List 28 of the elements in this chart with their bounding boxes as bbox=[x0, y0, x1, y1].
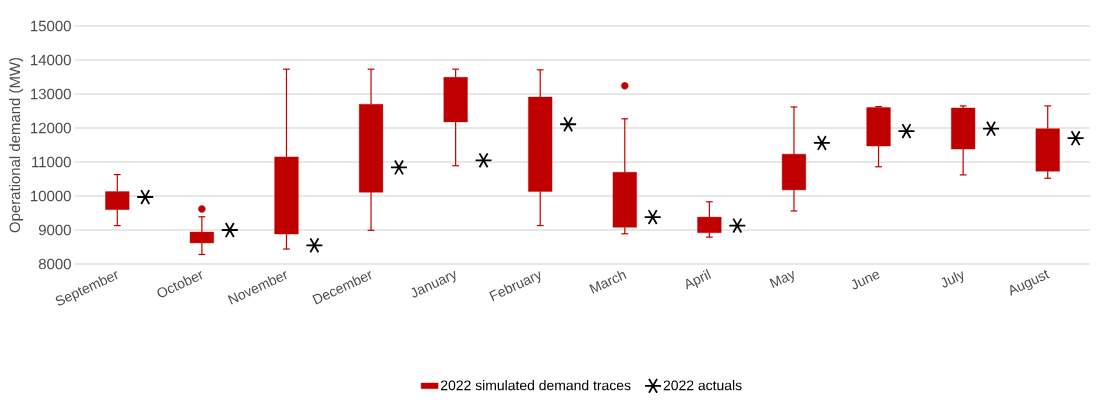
point bbox=[982, 120, 1000, 137]
point bbox=[136, 189, 155, 205]
y-tick-label: 14000 bbox=[31, 54, 71, 66]
point bbox=[812, 135, 831, 151]
point bbox=[1066, 130, 1085, 147]
x-tick-label: July bbox=[941, 271, 964, 288]
y-tick-label: 8000 bbox=[38, 258, 71, 270]
point bbox=[897, 123, 916, 139]
point bbox=[220, 222, 239, 238]
x-tick-label: May bbox=[769, 270, 794, 289]
x-tick-label: April bbox=[686, 269, 712, 290]
y-tick-label: 11000 bbox=[32, 156, 71, 168]
legend-label: 2022 simulated demand traces bbox=[441, 380, 631, 391]
point bbox=[559, 116, 578, 133]
y-tick-label: 13000 bbox=[31, 88, 71, 100]
legend-label: 2022 actuals bbox=[663, 380, 742, 391]
y-tick-label: 12000 bbox=[31, 122, 71, 134]
y-tick-label: 15000 bbox=[31, 20, 71, 32]
y-axis-title: Operational demand (MW) bbox=[9, 57, 24, 233]
x-tick-label: June bbox=[851, 271, 880, 290]
point bbox=[728, 217, 747, 234]
y-tick-label: 9000 bbox=[38, 224, 71, 236]
y-tick-label: 10000 bbox=[31, 190, 71, 202]
x-tick-label: March bbox=[589, 271, 627, 294]
point bbox=[390, 159, 408, 176]
point bbox=[474, 152, 493, 169]
point bbox=[643, 209, 662, 225]
point bbox=[305, 237, 324, 254]
